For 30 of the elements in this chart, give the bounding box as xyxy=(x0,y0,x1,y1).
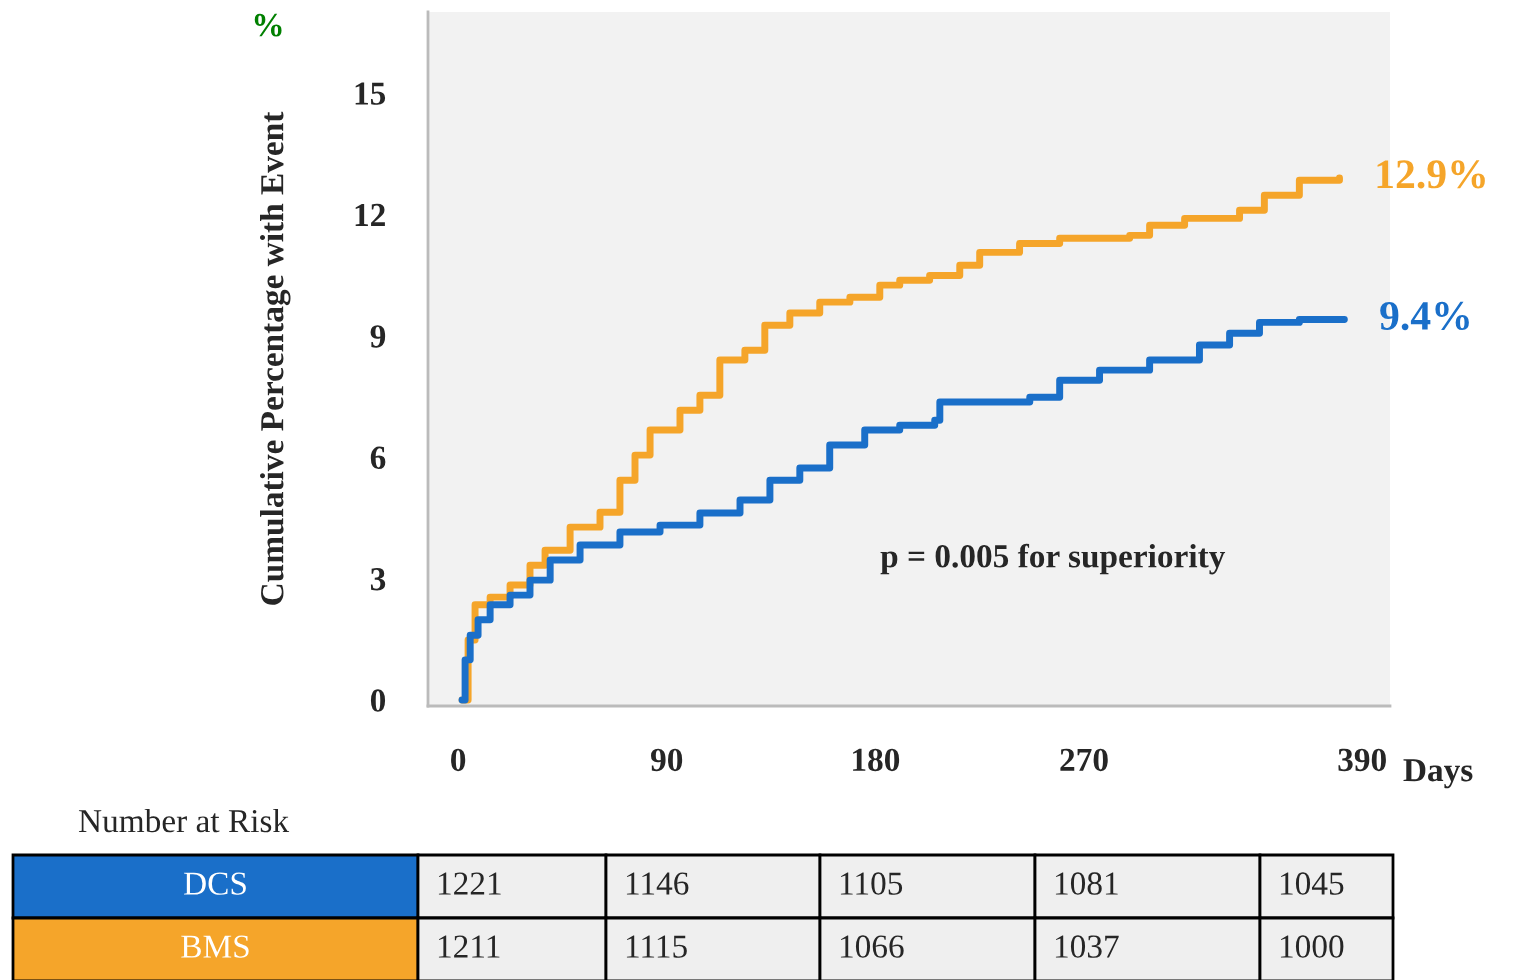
text: 1081 xyxy=(1055,872,1118,895)
text: 1105 xyxy=(840,872,903,895)
x-tick-label: 0 xyxy=(451,748,466,772)
y-axis-title: Cumulative Percentage with Event xyxy=(260,111,291,605)
text: 1037 xyxy=(1055,935,1119,958)
text: 1000 xyxy=(1280,935,1344,958)
text: 1221 xyxy=(438,872,501,895)
y-tick-label: 9 xyxy=(370,325,386,348)
x-tick-label: 270 xyxy=(1060,748,1108,772)
text: Number at Risk xyxy=(78,808,290,833)
y-tick-label: 0 xyxy=(370,689,386,712)
x-tick-label: 180 xyxy=(853,748,900,772)
text: % xyxy=(254,13,282,37)
text: 1146 xyxy=(626,872,689,895)
text: 1066 xyxy=(840,935,904,958)
y-tick-label: 12 xyxy=(355,203,385,226)
annotation: p = 0.005 for superiority xyxy=(880,543,1226,575)
y-tick-label: 3 xyxy=(370,568,386,591)
y-tick-label: 15 xyxy=(355,82,386,105)
text: DCS xyxy=(184,872,246,895)
annotation: 9.4% xyxy=(1380,301,1469,331)
text: 1211 xyxy=(438,935,500,958)
x-tick-label: 90 xyxy=(651,748,683,772)
x-tick-label: 390 xyxy=(1338,748,1386,772)
text: 1115 xyxy=(626,935,687,958)
text: 1045 xyxy=(1280,872,1344,895)
y-tick-label: 6 xyxy=(370,446,386,470)
annotation: 12.9% xyxy=(1377,160,1485,189)
x-axis-title: Days xyxy=(1403,759,1473,789)
text: BMS xyxy=(181,935,249,958)
